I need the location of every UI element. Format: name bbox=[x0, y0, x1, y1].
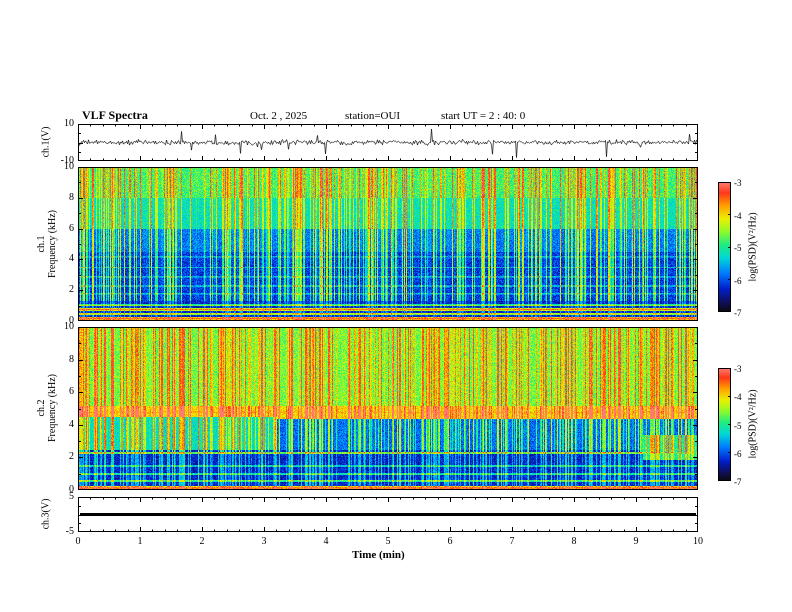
ch3-voltage-ytick: -5 bbox=[65, 526, 74, 537]
colorbar-ch2 bbox=[718, 368, 731, 481]
x-tick-label: 4 bbox=[323, 536, 329, 547]
x-tick-label: 10 bbox=[693, 536, 703, 547]
figure-title: VLF Spectra bbox=[82, 108, 148, 122]
ch1-voltage-ytick: 10 bbox=[64, 118, 74, 129]
colorbar2-tick-label: -3 bbox=[734, 364, 742, 374]
ch2-frequency-ytick: 8 bbox=[69, 353, 74, 365]
figure-date: Oct. 2 , 2025 bbox=[250, 110, 308, 122]
ch1-frequency-ytick: 10 bbox=[64, 161, 74, 172]
x-tick-label: 0 bbox=[75, 536, 81, 547]
colorbar1-tick-label: -3 bbox=[734, 178, 742, 188]
colorbar1-tick-label: -7 bbox=[734, 308, 742, 318]
x-tick-label: 5 bbox=[385, 536, 391, 547]
ch1-frequency-axis-label-line2: Frequency (kHz) bbox=[47, 209, 58, 279]
ch2-frequency-ytick: 10 bbox=[64, 321, 74, 332]
ch3-voltage-ytick: 5 bbox=[69, 491, 74, 502]
ch1-spectrogram-panel bbox=[78, 167, 698, 321]
ch1-frequency-axis-label-line1: ch.1 bbox=[36, 235, 47, 253]
ch1-waveform-panel bbox=[78, 124, 698, 161]
x-tick-label: 9 bbox=[633, 536, 639, 547]
ch2-frequency-axis-label-line1: ch.2 bbox=[36, 399, 47, 417]
colorbar2-tick-label: -7 bbox=[734, 477, 742, 487]
colorbar-ch1 bbox=[718, 182, 731, 312]
ch2-frequency-ytick: 4 bbox=[69, 418, 74, 430]
colorbar1-tick-label: -6 bbox=[734, 275, 742, 286]
colorbar1-tick-label: -4 bbox=[734, 210, 742, 221]
ch2-frequency-ytick: 2 bbox=[69, 451, 74, 463]
ch1-frequency-ytick: 2 bbox=[69, 284, 74, 296]
colorbar1-tick-label: -5 bbox=[734, 243, 742, 253]
x-tick-label: 6 bbox=[447, 536, 453, 547]
colorbar2-tick-label: -4 bbox=[734, 392, 742, 403]
ch1-frequency-ytick: 0 bbox=[69, 315, 74, 326]
ch3-waveform-panel bbox=[78, 497, 698, 532]
ch1-frequency-ytick: 4 bbox=[69, 253, 74, 265]
x-tick-label: 2 bbox=[199, 536, 205, 547]
x-tick-label: 3 bbox=[261, 536, 267, 547]
ch1-voltage-axis-label: ch.1(V) bbox=[40, 126, 52, 158]
ch1-frequency-axis-label: ch.1 Frequency (kHz) bbox=[36, 210, 58, 278]
colorbar2-axis-label: log(PSD)(V²/Hz) bbox=[747, 389, 759, 459]
ch2-frequency-ytick: 0 bbox=[69, 484, 74, 495]
x-tick-label: 8 bbox=[571, 536, 577, 547]
x-tick-label: 1 bbox=[137, 536, 143, 547]
ch2-frequency-axis-label: ch.2 Frequency (kHz) bbox=[36, 374, 58, 442]
colorbar2-tick-label: -6 bbox=[734, 448, 742, 459]
ch2-frequency-axis-label-line2: Frequency (kHz) bbox=[47, 373, 58, 443]
time-axis-label: Time (min) bbox=[352, 549, 405, 561]
colorbar1-axis-label: log(PSD)(V²/Hz) bbox=[747, 212, 759, 282]
colorbar2-tick-label: -5 bbox=[734, 420, 742, 431]
figure-station: station=OUI bbox=[345, 110, 401, 122]
ch3-voltage-axis-label: ch.3(V) bbox=[40, 498, 52, 530]
ch2-spectrogram-panel bbox=[78, 327, 698, 490]
ch2-frequency-ytick: 6 bbox=[69, 386, 74, 398]
ch1-frequency-ytick: 6 bbox=[69, 222, 74, 234]
x-tick-label: 7 bbox=[509, 536, 515, 547]
figure-start-ut: start UT = 2 : 40: 0 bbox=[441, 110, 526, 122]
ch1-frequency-ytick: 8 bbox=[69, 191, 74, 203]
ch1-voltage-ytick: -10 bbox=[60, 155, 74, 166]
